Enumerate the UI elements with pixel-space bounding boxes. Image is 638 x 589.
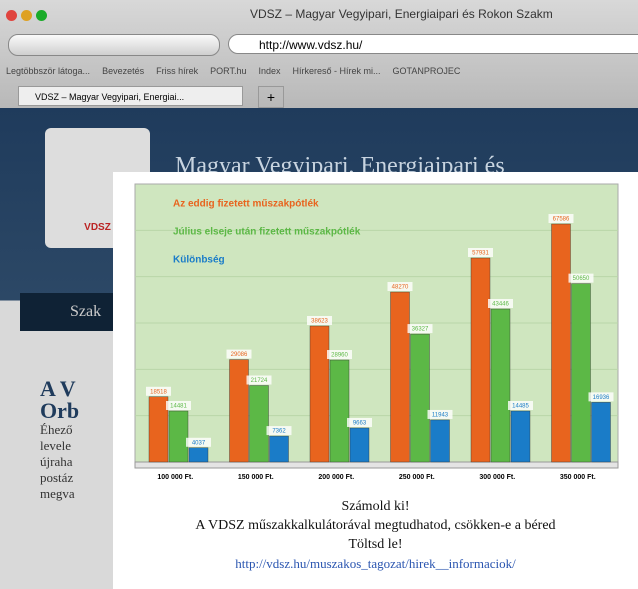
value-label: 67586 (553, 217, 570, 223)
bar (491, 309, 510, 462)
bar (572, 284, 591, 462)
x-tick-label: 200 000 Ft. (318, 474, 354, 481)
caption-line: Töltsd le! (113, 535, 638, 554)
bookmark[interactable]: Bevezetés (102, 66, 144, 76)
value-label: 57931 (472, 251, 489, 257)
article-text: megva (40, 486, 120, 502)
article-text: újraha (40, 454, 120, 470)
x-tick-label: 150 000 Ft. (238, 474, 274, 481)
x-tick-label: 300 000 Ft. (479, 474, 515, 481)
article-heading: Orb (40, 400, 120, 422)
bar (189, 448, 208, 462)
link: http://vdsz.hu/muszakos_tagozat/hirek__i… (113, 554, 638, 573)
window-title: VDSZ – Magyar Vegyipari, Energiaipari és… (250, 7, 553, 21)
x-tick-label: 350 000 Ft. (560, 474, 596, 481)
value-label: 11943 (432, 413, 449, 419)
chart: 100 000 Ft. 150 000 Ft. 200 000 Ft. 250 000… (113, 172, 638, 492)
bar (592, 402, 611, 462)
x-tick-label: 250 000 Ft. (399, 474, 435, 481)
value-label: 14481 (170, 404, 187, 410)
legend-entry: Különbség (173, 255, 225, 266)
x-tick-label: 100 000 Ft. (157, 474, 193, 481)
value-label: 28960 (331, 353, 348, 359)
nav-buttons[interactable] (8, 34, 220, 56)
traffic-lights (6, 8, 47, 26)
bar (431, 420, 450, 462)
tab[interactable]: VDSZ – Magyar Vegyipari, Energiai... (18, 86, 243, 106)
chart-caption: Számold ki!A VDSZ műszakkalkulátorával m… (113, 497, 638, 573)
bar (350, 428, 369, 462)
value-label: 4037 (192, 440, 206, 446)
bar (330, 360, 349, 462)
bookmark[interactable]: Friss hírek (156, 66, 198, 76)
bar (511, 411, 530, 462)
floor (135, 462, 618, 468)
bar (230, 360, 249, 462)
bookmark[interactable]: Legtöbbször látoga... (6, 66, 90, 76)
value-label: 14485 (512, 404, 529, 410)
bar (270, 436, 289, 462)
value-label: 16936 (593, 395, 610, 401)
article-text: Éhező (40, 422, 120, 438)
address-bar[interactable]: http://www.vdsz.hu/ (228, 34, 638, 54)
bar (149, 397, 168, 462)
page: VDSZ – Magyar Vegyipari, Energiaipari és… (0, 0, 638, 589)
value-label: 21724 (251, 378, 268, 384)
bookmark[interactable]: Index (258, 66, 280, 76)
value-label: 36327 (412, 327, 429, 333)
article-heading: A V (40, 378, 120, 400)
chart-popup: 100 000 Ft. 150 000 Ft. 200 000 Ft. 250 000… (113, 172, 638, 589)
bar (169, 411, 188, 462)
bar (471, 258, 490, 462)
bar (310, 326, 329, 462)
legend-entry: Az eddig fizetett műszakpótlék (173, 199, 319, 210)
value-label: 48270 (392, 285, 409, 291)
browser-chrome: VDSZ – Magyar Vegyipari, Energiaipari és… (0, 0, 638, 108)
bookmark[interactable]: Hírkereső - Hírek mi... (293, 66, 381, 76)
bookmarks-bar: Legtöbbször látoga... Bevezetés Friss híre… (6, 66, 472, 76)
value-label: 50650 (573, 276, 590, 282)
bar (411, 334, 430, 462)
legend-entry: Július elseje után fizetett műszakpótlék (173, 227, 361, 238)
article-text: postáz (40, 470, 120, 486)
value-label: 7362 (272, 429, 286, 435)
value-label: 38623 (311, 319, 328, 325)
bar (391, 292, 410, 462)
value-label: 29086 (231, 352, 248, 358)
new-tab[interactable]: + (258, 86, 284, 108)
value-label: 9663 (353, 421, 367, 427)
caption-line: A VDSZ műszakkalkulátorával megtudhatod,… (113, 516, 638, 535)
article-text: levele (40, 438, 120, 454)
bar (552, 224, 571, 462)
bookmark[interactable]: GOTANPROJEC (393, 66, 461, 76)
bookmark[interactable]: PORT.hu (210, 66, 246, 76)
caption-line: Számold ki! (113, 497, 638, 516)
value-label: 18518 (150, 389, 167, 395)
value-label: 43446 (492, 302, 509, 308)
bar (250, 386, 269, 462)
